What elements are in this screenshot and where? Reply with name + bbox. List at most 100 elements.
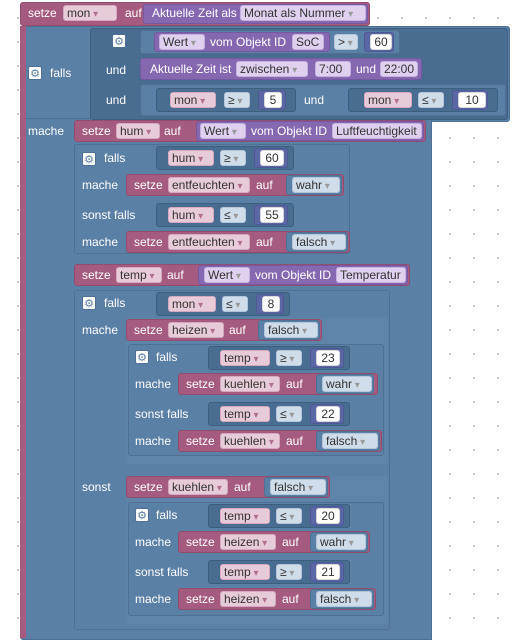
from-object-label: vom Objekt ID bbox=[255, 268, 332, 282]
bool-dropdown[interactable]: falsch bbox=[292, 234, 346, 250]
compare-op-dropdown[interactable]: ≥ bbox=[276, 350, 302, 366]
from-object-label: vom Objekt ID bbox=[210, 35, 287, 49]
var-mon-dropdown[interactable]: mon bbox=[364, 92, 412, 108]
number-field[interactable]: 5 bbox=[264, 92, 282, 108]
compare-op-dropdown[interactable]: ≤ bbox=[276, 406, 302, 422]
bool-dropdown[interactable]: falsch bbox=[322, 433, 378, 449]
number-field[interactable]: 23 bbox=[316, 350, 340, 366]
var-kuehlen-dropdown[interactable]: kuehlen bbox=[220, 376, 280, 392]
gear-icon[interactable]: ⚙ bbox=[82, 152, 96, 166]
auf-label: auf bbox=[229, 323, 246, 337]
auf-label: auf bbox=[256, 235, 273, 249]
var-hum-dropdown[interactable]: hum bbox=[116, 123, 160, 139]
mache-label: mache bbox=[135, 377, 172, 391]
setze-label: setze bbox=[82, 268, 111, 282]
var-heizen-dropdown[interactable]: heizen bbox=[168, 322, 224, 338]
number-field[interactable]: 21 bbox=[316, 564, 340, 580]
var-temp-dropdown[interactable]: temp bbox=[220, 564, 270, 580]
und-label-3: und bbox=[304, 93, 325, 107]
compare-op-dropdown[interactable]: ≤ bbox=[418, 92, 444, 108]
gear-icon[interactable]: ⚙ bbox=[112, 34, 126, 48]
auf-label: auf bbox=[282, 592, 299, 606]
gear-icon[interactable]: ⚙ bbox=[28, 66, 42, 80]
compare-op-dropdown[interactable]: ≤ bbox=[220, 207, 246, 223]
setze-label: setze bbox=[186, 434, 215, 448]
sonst-falls-label: sonst falls bbox=[135, 565, 189, 579]
gear-icon[interactable]: ⚙ bbox=[135, 508, 149, 522]
auf-label: auf bbox=[256, 178, 273, 192]
number-field[interactable]: 55 bbox=[260, 207, 284, 223]
var-kuehlen-dropdown[interactable]: kuehlen bbox=[168, 479, 228, 495]
number-field[interactable]: 20 bbox=[316, 508, 340, 524]
number-field[interactable]: 8 bbox=[262, 296, 280, 312]
falls-label: falls bbox=[156, 350, 178, 364]
sonst-falls-label: sonst falls bbox=[135, 407, 189, 421]
bool-dropdown[interactable]: wahr bbox=[322, 376, 372, 392]
auf-label: auf bbox=[167, 268, 184, 282]
var-kuehlen-dropdown[interactable]: kuehlen bbox=[220, 433, 280, 449]
var-heizen-dropdown[interactable]: heizen bbox=[220, 534, 276, 550]
gear-icon[interactable]: ⚙ bbox=[82, 296, 96, 310]
number-field[interactable]: 60 bbox=[260, 150, 284, 166]
from-object-label: vom Objekt ID bbox=[251, 124, 328, 138]
mache-label: mache bbox=[82, 323, 119, 337]
time-format-dropdown[interactable]: Monat als Nummer bbox=[240, 5, 366, 21]
mache-label: mache bbox=[82, 235, 119, 249]
var-mon-dropdown[interactable]: mon bbox=[168, 296, 216, 312]
state-attr-dropdown[interactable]: Wert bbox=[204, 267, 250, 283]
auf-label: auf bbox=[125, 6, 142, 20]
compare-op-dropdown[interactable]: ≤ bbox=[222, 296, 248, 312]
var-entfeuchten-dropdown[interactable]: entfeuchten bbox=[168, 234, 250, 250]
time-from-field[interactable]: 7:00 bbox=[315, 61, 351, 77]
setze-label: setze bbox=[134, 235, 163, 249]
var-heizen-dropdown[interactable]: heizen bbox=[220, 591, 276, 607]
setze-label: setze bbox=[134, 323, 163, 337]
object-id-soc[interactable]: SoC bbox=[292, 34, 324, 50]
var-hum-dropdown[interactable]: hum bbox=[168, 207, 214, 223]
number-field[interactable]: 60 bbox=[370, 34, 392, 50]
bool-dropdown[interactable]: falsch bbox=[270, 479, 326, 495]
setze-label: setze bbox=[28, 6, 57, 20]
setze-label: setze bbox=[134, 480, 163, 494]
number-field[interactable]: 22 bbox=[316, 406, 340, 422]
var-mon-dropdown[interactable]: mon bbox=[170, 92, 216, 108]
compare-op-dropdown[interactable]: ≤ bbox=[276, 508, 302, 524]
compare-op-dropdown[interactable]: > bbox=[334, 34, 358, 50]
var-hum-dropdown[interactable]: hum bbox=[168, 150, 214, 166]
mache-label: mache bbox=[135, 592, 172, 606]
bool-dropdown[interactable]: falsch bbox=[316, 591, 372, 607]
var-temp-dropdown[interactable]: temp bbox=[220, 508, 270, 524]
auf-label: auf bbox=[282, 535, 299, 549]
object-id-humidity[interactable]: Luftfeuchtigkeit bbox=[332, 123, 422, 139]
var-temp-dropdown[interactable]: temp bbox=[220, 350, 270, 366]
auf-label: auf bbox=[286, 377, 303, 391]
state-attr-dropdown[interactable]: Wert bbox=[159, 34, 205, 50]
und-label-1: und bbox=[106, 63, 127, 77]
if-stripe bbox=[20, 26, 26, 638]
time-is-label: Aktuelle Zeit ist bbox=[150, 62, 232, 76]
bool-dropdown[interactable]: falsch bbox=[264, 322, 318, 338]
setze-label: setze bbox=[186, 377, 215, 391]
time-to-field[interactable]: 22:00 bbox=[380, 61, 418, 77]
var-temp-dropdown[interactable]: temp bbox=[116, 267, 162, 283]
object-id-temperature[interactable]: Temperatur bbox=[336, 267, 406, 283]
falls-label: falls bbox=[104, 296, 126, 310]
compare-op-dropdown[interactable]: ≥ bbox=[220, 150, 246, 166]
bool-dropdown[interactable]: wahr bbox=[292, 177, 340, 193]
time-op-dropdown[interactable]: zwischen bbox=[236, 61, 308, 77]
mache-label: mache bbox=[28, 124, 65, 138]
compare-op-dropdown[interactable]: ≥ bbox=[276, 564, 302, 580]
var-entfeuchten-dropdown[interactable]: entfeuchten bbox=[168, 177, 250, 193]
compare-op-dropdown[interactable]: ≥ bbox=[224, 92, 250, 108]
und-label-2: und bbox=[106, 93, 127, 107]
auf-label: auf bbox=[286, 434, 303, 448]
gear-icon[interactable]: ⚙ bbox=[135, 350, 149, 364]
number-field[interactable]: 10 bbox=[458, 92, 486, 108]
bool-dropdown[interactable]: wahr bbox=[316, 534, 366, 550]
var-temp-dropdown[interactable]: temp bbox=[220, 406, 270, 422]
setze-label: setze bbox=[82, 124, 111, 138]
state-attr-dropdown[interactable]: Wert bbox=[200, 123, 246, 139]
time-and-label: und bbox=[356, 62, 377, 76]
var-mon-dropdown[interactable]: mon bbox=[63, 5, 117, 21]
